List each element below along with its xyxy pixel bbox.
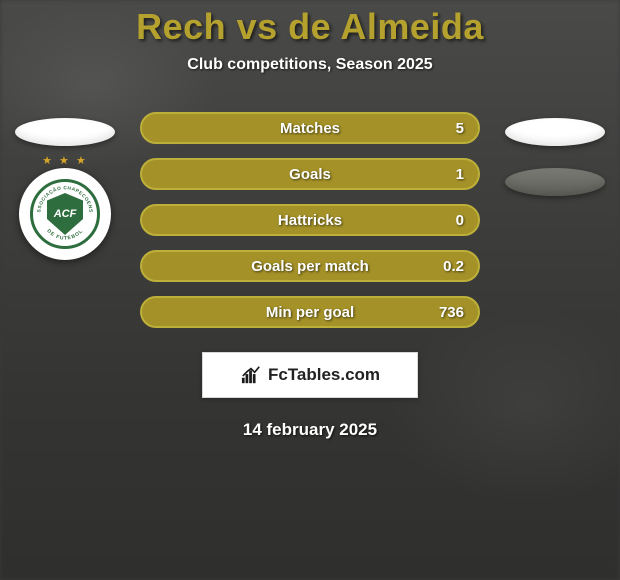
- stat-row: Min per goal 736: [140, 296, 480, 328]
- bar-chart-icon: [240, 365, 262, 385]
- stat-label: Goals per match: [251, 258, 369, 275]
- stat-row: Matches 5: [140, 112, 480, 144]
- stat-row: Goals per match 0.2: [140, 250, 480, 282]
- subtitle: Club competitions, Season 2025: [187, 56, 432, 74]
- stat-label: Matches: [280, 120, 340, 137]
- stat-value: 1: [456, 166, 464, 183]
- logo-text: FcTables.com: [268, 365, 380, 385]
- date-label: 14 february 2025: [243, 420, 377, 440]
- stat-label: Hattricks: [278, 212, 342, 229]
- page-title: Rech vs de Almeida: [136, 6, 484, 48]
- stat-value: 0.2: [443, 258, 464, 275]
- content-wrapper: Rech vs de Almeida Club competitions, Se…: [0, 0, 620, 580]
- stat-label: Goals: [289, 166, 331, 183]
- stat-value: 736: [439, 304, 464, 321]
- stat-row: Goals 1: [140, 158, 480, 190]
- stats-list: Matches 5 Goals 1 Hattricks 0 Goals per match 0…: [0, 112, 620, 328]
- stat-label: Min per goal: [266, 304, 354, 321]
- stat-value: 5: [456, 120, 464, 137]
- stat-row: Hattricks 0: [140, 204, 480, 236]
- fctables-logo: FcTables.com: [202, 352, 418, 398]
- stat-value: 0: [456, 212, 464, 229]
